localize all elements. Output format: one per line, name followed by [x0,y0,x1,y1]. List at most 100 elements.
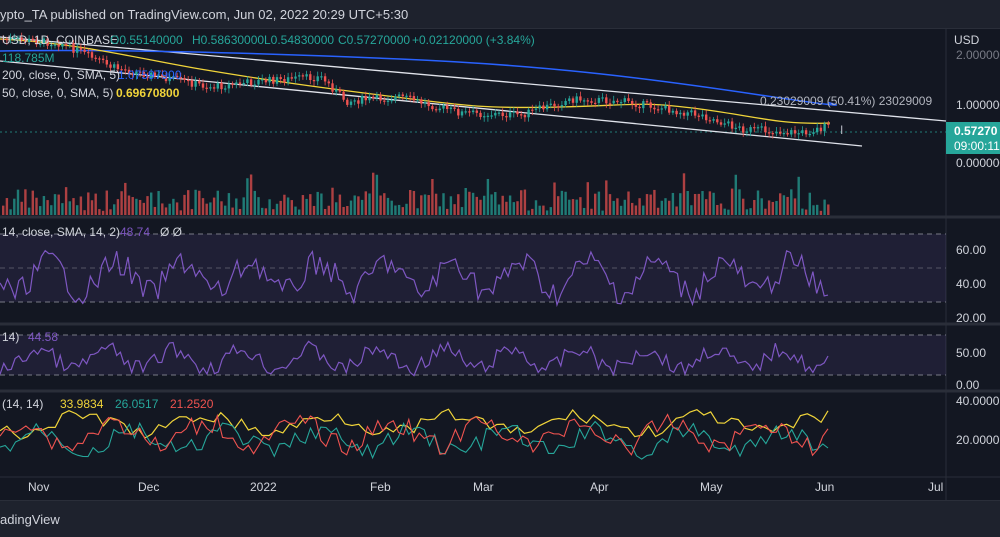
candle-body [668,105,671,113]
volume-bar [2,205,5,215]
volume-bar [449,196,453,215]
candle-body [460,111,464,116]
candle-body [279,77,282,80]
volume-bar [120,191,123,215]
candle-body [534,108,538,110]
volume-bar [716,205,719,215]
candle-body [164,76,168,82]
volume-bar [557,196,560,215]
volume-bar [771,201,774,215]
candle-body [327,81,330,84]
candle-body [457,108,460,116]
volume-bar [286,197,290,215]
candle-body [416,99,419,101]
volume-bar [275,203,279,215]
candle-body [446,105,449,110]
volume-bar [431,178,434,215]
publisher-bar: ypto_TA published on TradingView.com, Ju… [0,0,1000,29]
volume-bar [827,204,830,215]
candle-body [638,106,641,109]
dmi-axis-20: 20.0000 [956,433,1000,447]
volume-bar [675,206,678,215]
price-axis-currency: USD [954,33,980,47]
candle-body [520,114,523,116]
volume-bar [150,192,153,215]
candle-body [675,110,678,115]
volume-bar [531,208,534,215]
candle-body [353,100,356,102]
volume-bar [142,202,145,215]
volume-bar [653,189,656,215]
volume-bar [483,195,486,215]
volume-bar [113,204,116,215]
volume-bar [412,190,416,215]
volume-bar [279,200,282,215]
volume-bar [101,210,105,215]
candle-body [627,98,630,101]
candle-body [782,132,786,135]
candle-body [101,58,105,60]
volume-bar [749,208,752,215]
candle-body [368,96,371,101]
volume-bar [261,207,264,215]
candle-body [301,75,305,77]
volume-bar [179,210,182,215]
candle-body [290,77,293,79]
volume-bar [527,210,530,215]
candle-body [760,126,763,128]
volume-bar [61,203,64,215]
volume-bar [708,191,712,215]
volume-bar [549,207,552,215]
volume-bar [46,200,49,215]
volume-bar [582,207,586,215]
volume-bar [268,199,271,215]
candle-body [531,109,534,111]
volume-bar [475,196,478,215]
dmi-label: (14, 14) [2,397,43,411]
candle-body [394,96,397,100]
legend-change: +0.02120000 (+3.84%) [412,33,535,47]
candle-body [738,126,741,128]
candle-body [804,130,808,135]
candle-body [412,96,416,101]
candle-body [693,110,697,116]
rsi-value: 48.74 [120,225,150,239]
candle-body [505,116,508,118]
volume-bar [161,203,164,215]
candle-body [464,111,467,113]
candle-body [235,82,238,85]
candle-body [571,98,575,103]
volume-bar [512,202,515,215]
volume-bar [372,172,375,215]
volume-bar [209,202,212,215]
volume-bar [816,204,819,215]
candle-body [645,101,649,103]
volume-bar [501,195,504,215]
volume-bar [808,192,811,215]
volume-bar [131,197,134,215]
volume-bar [508,195,512,215]
legend-volume: 118.785M [2,51,54,65]
candle-body [127,69,131,74]
chart-canvas[interactable]: 0.23029009 (50.41%) 23029009 I USD, 1D, … [0,29,1000,500]
volume-bar [175,202,179,215]
volume-bar [597,191,601,215]
rsi-label: 14, close, SMA, 14, 2) [2,225,120,239]
candle-body [619,102,623,104]
candle-body [801,130,804,134]
candle-body [730,121,734,129]
volume-bar [434,193,438,215]
volume-bar [246,178,249,215]
brand-bar: adingView [0,500,1000,537]
volume-bar [786,196,789,215]
candle-body [27,38,31,42]
candle-body [575,96,578,103]
publisher-text: ypto_TA published on TradingView.com, Ju… [0,7,409,22]
legend-sma50-value: 0.69670800 [116,86,180,100]
candle-body [749,127,752,132]
volume-bar [664,198,667,215]
volume-bar [9,209,12,215]
volume-bar [619,205,623,215]
volume-bar [76,205,79,215]
